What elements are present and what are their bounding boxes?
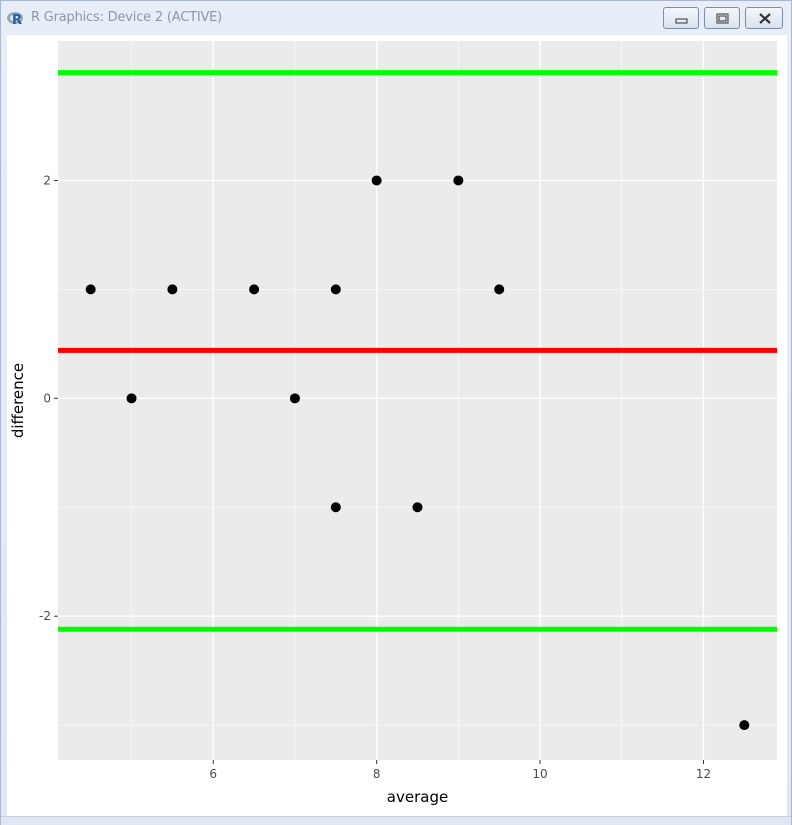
major-gridlines [58, 41, 777, 760]
y-axis-title: difference [9, 363, 27, 438]
data-point-0 [85, 284, 96, 295]
graphics-canvas: 6 8 10 12 -2 0 2 average difference [7, 35, 787, 816]
y-tick-label-0: -2 [39, 609, 51, 623]
y-tick-label-2: 2 [43, 173, 51, 187]
data-point-8 [412, 502, 423, 513]
data-point-4 [289, 393, 300, 404]
svg-text:R: R [12, 13, 22, 27]
maximize-icon [716, 13, 729, 24]
minimize-icon [675, 18, 688, 24]
data-point-1 [126, 393, 137, 404]
data-point-2 [167, 284, 178, 295]
x-axis-title: average [387, 788, 448, 806]
window-bottom-edge [1, 816, 791, 825]
data-points [85, 175, 750, 731]
r-logo-icon: R [6, 9, 24, 28]
data-point-7 [371, 175, 382, 186]
x-tick-label-0: 6 [209, 767, 217, 781]
plot-panel [58, 41, 777, 760]
data-point-3 [249, 284, 260, 295]
close-button[interactable] [745, 7, 783, 29]
close-icon [759, 13, 771, 24]
data-point-10 [494, 284, 505, 295]
window-title: R Graphics: Device 2 (ACTIVE) [31, 10, 223, 25]
minimize-button[interactable] [663, 7, 699, 29]
x-tick-label-1: 8 [373, 767, 381, 781]
data-point-9 [453, 175, 464, 186]
data-point-11 [739, 720, 750, 731]
x-tick-label-3: 12 [696, 767, 711, 781]
x-tick-label-2: 10 [532, 767, 547, 781]
maximize-button[interactable] [704, 7, 740, 29]
title-bar[interactable]: R R Graphics: Device 2 (ACTIVE) [1, 1, 791, 35]
reference-lines [58, 70, 777, 632]
y-tick-label-1: 0 [43, 391, 51, 405]
data-point-6 [330, 502, 341, 513]
scatter-plot: 6 8 10 12 -2 0 2 average difference [9, 41, 777, 806]
axis-ticks: 6 8 10 12 -2 0 2 [39, 173, 711, 781]
data-point-5 [330, 284, 341, 295]
